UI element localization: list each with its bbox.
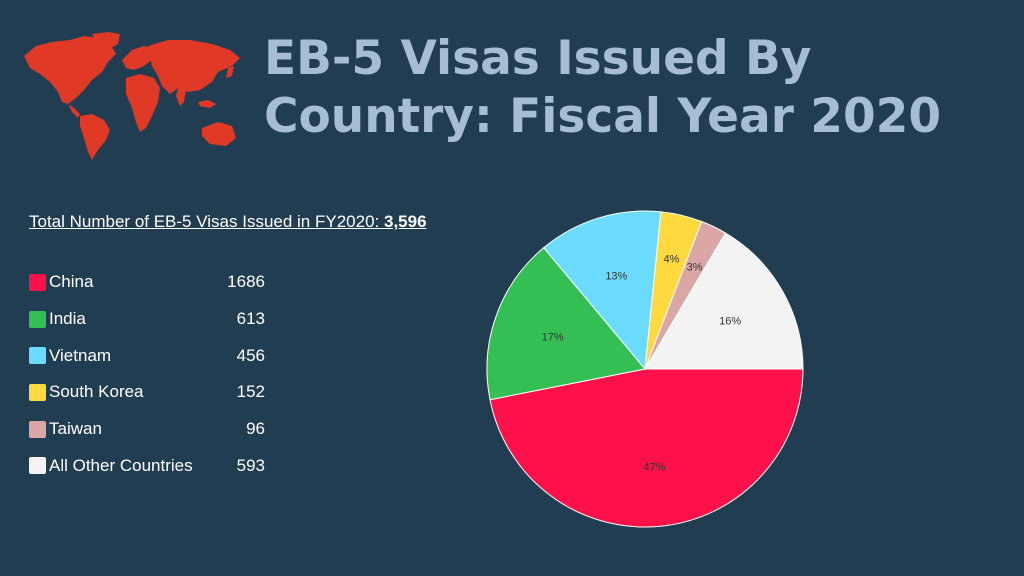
legend-swatch <box>29 347 46 365</box>
pie-slice <box>543 210 662 371</box>
pie-percent-label: 4% <box>663 253 679 265</box>
legend-value: 613 <box>236 309 265 329</box>
chart-legend: China 1686 India 613 Vietnam 456 South Korea 15… <box>29 264 265 484</box>
legend-swatch <box>29 457 46 475</box>
world-map-icon <box>24 32 240 160</box>
legend-label: India <box>49 309 86 329</box>
legend-value: 96 <box>246 419 265 439</box>
pie-slice <box>644 232 804 370</box>
pie-percent-label: 13% <box>605 270 627 282</box>
legend-label: All Other Countries <box>49 455 193 475</box>
legend-swatch <box>29 420 46 438</box>
legend-value: 1686 <box>227 272 265 292</box>
pie-chart: 47% 17% 13% 4% 3% 16% <box>486 210 804 528</box>
legend-label: South Korea <box>49 382 144 402</box>
legend-label: Taiwan <box>49 419 102 439</box>
legend-swatch <box>29 310 46 328</box>
legend-item: China 1686 <box>29 264 265 301</box>
legend-item: India 613 <box>29 301 265 338</box>
pie-percent-label: 47% <box>644 461 666 473</box>
pie-percent-label: 3% <box>687 262 703 274</box>
total-value: 3,596 <box>384 212 427 231</box>
legend-item: Vietnam 456 <box>29 337 265 374</box>
legend-swatch <box>29 383 46 401</box>
pie-slice <box>486 246 646 401</box>
total-label: Total Number of EB-5 Visas Issued in FY2… <box>29 212 380 231</box>
page-title: EB-5 Visas Issued By Country: Fiscal Yea… <box>264 31 942 144</box>
legend-item: All Other Countries 593 <box>29 447 265 484</box>
pie-slice <box>489 368 804 528</box>
legend-value: 152 <box>236 382 265 402</box>
legend-item: South Korea 152 <box>29 374 265 411</box>
legend-swatch <box>29 273 46 291</box>
legend-item: Taiwan 96 <box>29 411 265 448</box>
legend-label: Vietnam <box>49 345 112 365</box>
legend-label: China <box>49 272 94 292</box>
total-visas-summary: Total Number of EB-5 Visas Issued in FY2… <box>29 212 427 232</box>
pie-percent-label: 16% <box>719 315 741 327</box>
legend-value: 456 <box>236 345 265 365</box>
pie-percent-label: 17% <box>542 331 564 343</box>
legend-value: 593 <box>236 455 265 475</box>
